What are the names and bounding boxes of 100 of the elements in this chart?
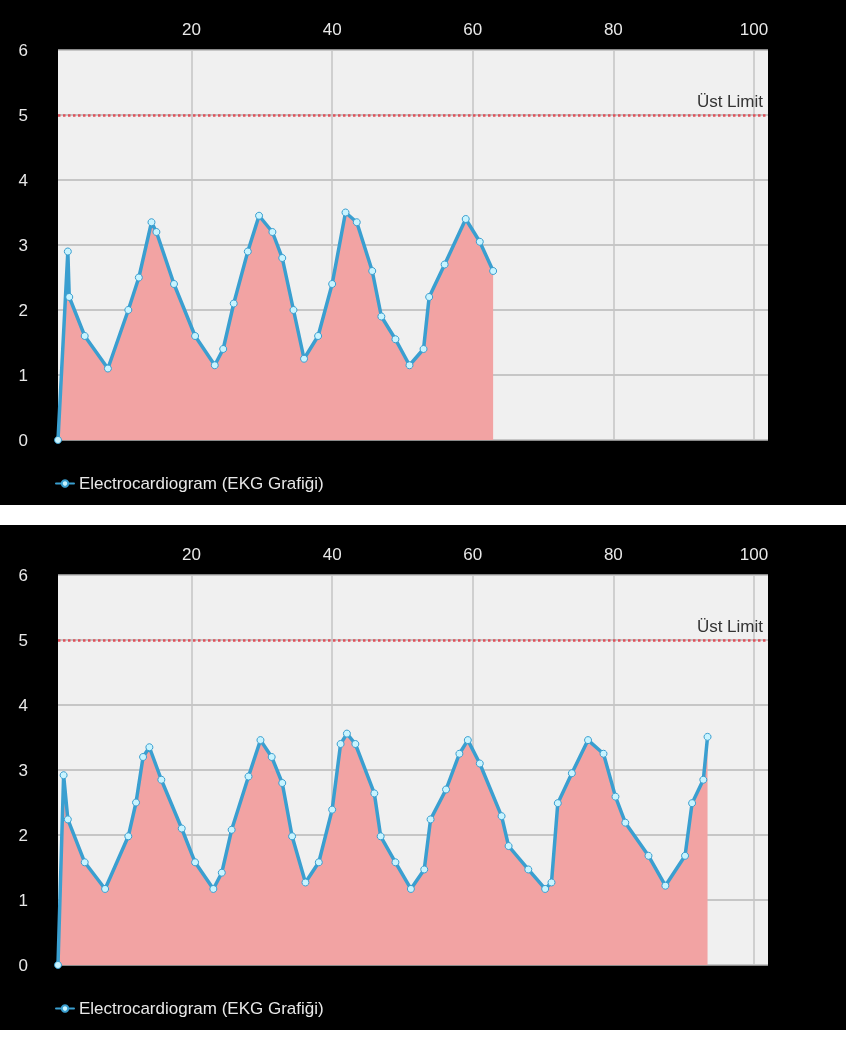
y-tick-label: 1 bbox=[18, 365, 28, 385]
point bbox=[377, 312, 386, 321]
point bbox=[314, 332, 323, 340]
point bbox=[351, 740, 360, 748]
point bbox=[419, 345, 428, 353]
point bbox=[406, 884, 415, 893]
point bbox=[124, 306, 133, 314]
point bbox=[376, 832, 385, 841]
point bbox=[405, 361, 414, 370]
point bbox=[145, 743, 154, 752]
point bbox=[328, 805, 337, 814]
y-tick-label: 0 bbox=[18, 430, 28, 450]
point bbox=[524, 865, 533, 874]
point bbox=[699, 775, 708, 784]
ref-line-label: Üst Limit bbox=[696, 617, 764, 636]
point bbox=[391, 335, 400, 344]
point bbox=[177, 824, 186, 833]
point bbox=[134, 273, 143, 282]
point bbox=[191, 858, 200, 867]
y-tick-label: 2 bbox=[18, 825, 28, 845]
y-tick-label: 1 bbox=[18, 890, 28, 910]
point bbox=[210, 361, 219, 370]
y-tick-label: 0 bbox=[18, 955, 28, 975]
x-tick-label: 80 bbox=[603, 20, 623, 39]
point bbox=[370, 789, 379, 798]
point bbox=[243, 247, 252, 256]
point bbox=[65, 293, 74, 301]
point bbox=[599, 749, 608, 758]
y-tick-label: 5 bbox=[18, 105, 28, 125]
point bbox=[256, 736, 265, 745]
x-tick-label: 80 bbox=[603, 545, 623, 564]
point bbox=[475, 237, 484, 246]
point bbox=[553, 799, 562, 808]
point bbox=[352, 218, 361, 227]
point bbox=[547, 878, 556, 887]
point bbox=[139, 753, 148, 761]
point bbox=[63, 247, 72, 256]
point bbox=[191, 332, 200, 340]
point bbox=[426, 815, 435, 824]
point bbox=[475, 759, 484, 768]
x-tick-label: 100 bbox=[739, 20, 769, 39]
x-tick-label: 100 bbox=[739, 545, 769, 564]
point bbox=[644, 851, 653, 860]
point bbox=[442, 785, 451, 794]
point bbox=[267, 753, 276, 761]
point bbox=[268, 228, 277, 236]
point bbox=[584, 736, 593, 745]
point bbox=[278, 254, 287, 262]
point bbox=[688, 799, 697, 808]
point bbox=[425, 293, 434, 301]
point bbox=[63, 815, 72, 824]
point bbox=[420, 865, 429, 874]
x-tick-label: 20 bbox=[182, 545, 202, 564]
point bbox=[132, 798, 141, 807]
point bbox=[157, 775, 166, 784]
point bbox=[342, 729, 351, 738]
point bbox=[328, 280, 337, 288]
x-tick-label: 40 bbox=[322, 545, 342, 564]
point bbox=[301, 878, 310, 887]
x-tick-label: 40 bbox=[322, 20, 342, 39]
y-tick-label: 4 bbox=[18, 170, 28, 190]
point bbox=[219, 345, 228, 353]
ref-line-label: Üst Limit bbox=[696, 92, 764, 111]
point bbox=[368, 267, 377, 275]
point bbox=[217, 868, 226, 877]
point bbox=[170, 280, 178, 288]
point bbox=[341, 208, 350, 217]
point bbox=[440, 260, 449, 269]
y-tick-label: 3 bbox=[18, 235, 28, 255]
y-tick-label: 4 bbox=[18, 695, 28, 715]
point bbox=[455, 749, 464, 758]
point bbox=[661, 881, 670, 890]
y-tick-label: 3 bbox=[18, 760, 28, 780]
point bbox=[497, 812, 506, 821]
point bbox=[504, 842, 513, 851]
y-tick-label: 6 bbox=[18, 40, 28, 60]
point bbox=[611, 792, 620, 801]
point bbox=[209, 884, 218, 893]
y-tick-label: 6 bbox=[18, 565, 28, 585]
point bbox=[489, 267, 498, 275]
point bbox=[54, 436, 62, 444]
point bbox=[461, 215, 470, 223]
point bbox=[227, 825, 236, 834]
point bbox=[314, 858, 323, 867]
point bbox=[391, 858, 400, 867]
point bbox=[59, 771, 68, 780]
point bbox=[101, 884, 110, 893]
point bbox=[621, 818, 630, 827]
legend-label: Electrocardiogram (EKG Grafiği) bbox=[79, 474, 324, 493]
point bbox=[703, 732, 712, 741]
point bbox=[463, 736, 472, 745]
point bbox=[567, 769, 576, 778]
point bbox=[336, 740, 345, 748]
y-tick-label: 2 bbox=[18, 300, 28, 320]
x-tick-label: 20 bbox=[182, 20, 202, 39]
y-tick-label: 5 bbox=[18, 630, 28, 650]
point bbox=[229, 299, 238, 308]
point bbox=[80, 858, 89, 867]
x-tick-label: 60 bbox=[463, 545, 483, 564]
point bbox=[244, 772, 253, 781]
